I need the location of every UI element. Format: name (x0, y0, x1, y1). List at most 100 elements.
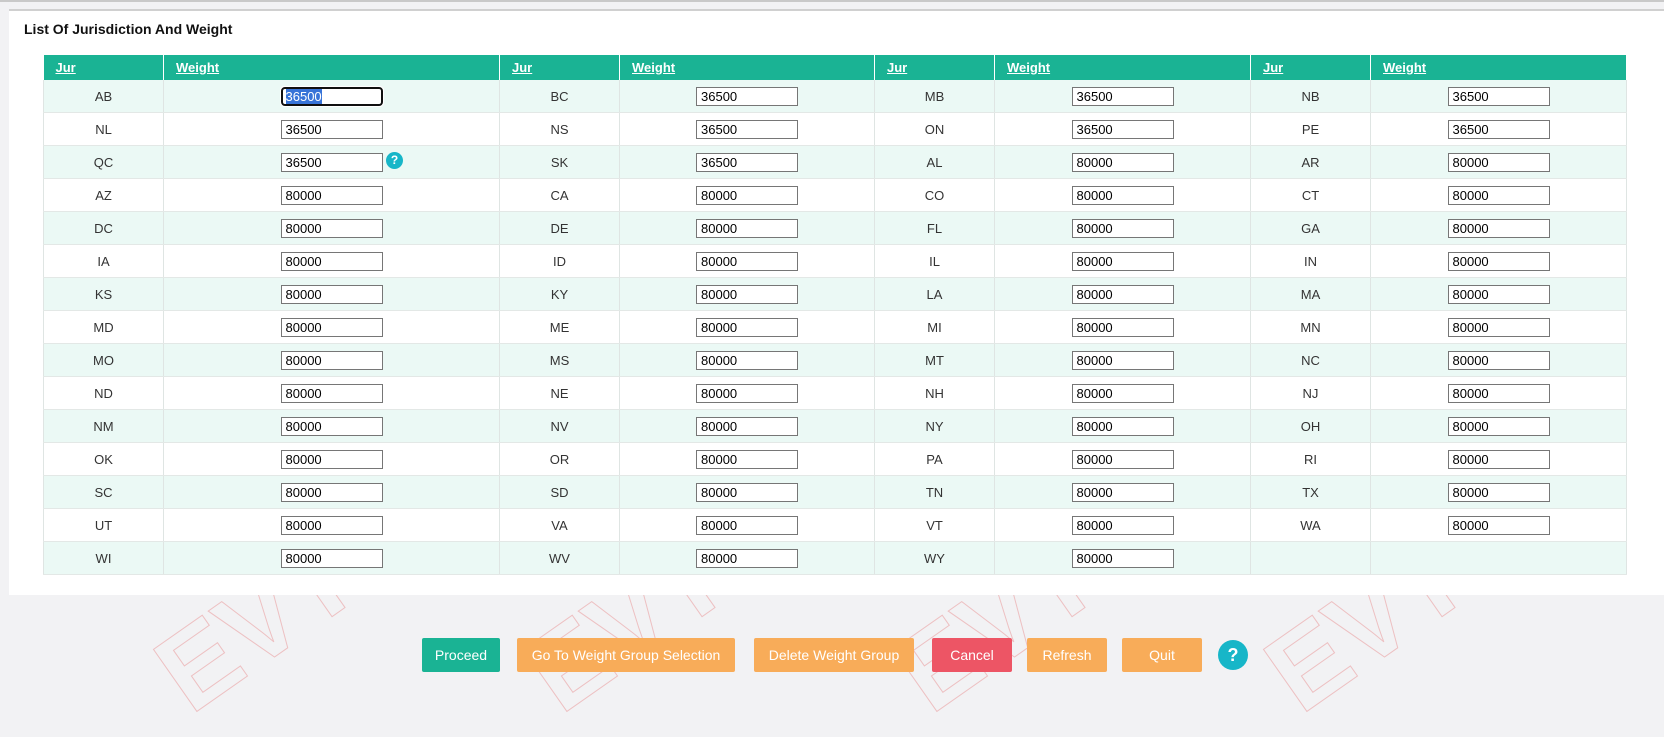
table-row: ND NE NH NJ (43, 376, 1627, 410)
weight-input[interactable] (280, 350, 383, 370)
column-header-weight[interactable]: Weight (619, 55, 875, 80)
weight-input[interactable] (1071, 152, 1174, 172)
weight-input[interactable] (1071, 449, 1174, 469)
weight-input[interactable] (1447, 284, 1550, 304)
weight-input[interactable] (280, 416, 383, 436)
weight-input[interactable] (696, 119, 798, 139)
weight-input[interactable] (1447, 251, 1550, 271)
weight-input[interactable] (280, 317, 383, 337)
weight-input[interactable] (696, 185, 798, 205)
weight-input[interactable] (696, 449, 798, 469)
column-header-jur[interactable]: Jur (1250, 55, 1371, 80)
cancel-button[interactable]: Cancel (932, 638, 1012, 672)
weight-input[interactable] (280, 185, 383, 205)
weight-input[interactable] (1071, 317, 1174, 337)
weight-cell (163, 442, 500, 476)
weight-input[interactable] (1071, 416, 1174, 436)
weight-input[interactable] (1447, 185, 1550, 205)
weight-input[interactable] (280, 383, 383, 403)
jurisdiction-cell: GA (1250, 211, 1371, 245)
weight-input[interactable] (1447, 317, 1550, 337)
jurisdiction-cell: ON (874, 112, 995, 146)
help-icon[interactable]: ? (1218, 640, 1248, 670)
jurisdiction-cell: SD (499, 475, 620, 509)
weight-input[interactable] (280, 449, 383, 469)
table-row: AB BC MB NB (43, 80, 1627, 113)
table-row: WI WV WY (43, 541, 1627, 575)
proceed-button[interactable]: Proceed (422, 638, 500, 672)
weight-cell (1370, 343, 1627, 377)
weight-input[interactable] (1447, 449, 1550, 469)
weight-input[interactable] (696, 416, 798, 436)
jurisdiction-cell: NJ (1250, 376, 1371, 410)
weight-cell (1370, 112, 1627, 146)
weight-input[interactable] (696, 383, 798, 403)
weight-input[interactable] (280, 218, 383, 238)
weight-input[interactable] (1071, 119, 1174, 139)
weight-input[interactable] (696, 548, 798, 568)
go-to-weight-group-selection-button[interactable]: Go To Weight Group Selection (517, 638, 735, 672)
column-header-weight[interactable]: Weight (994, 55, 1251, 80)
weight-input[interactable] (696, 152, 798, 172)
weight-input[interactable] (696, 515, 798, 535)
delete-weight-group-button[interactable]: Delete Weight Group (754, 638, 914, 672)
weight-input[interactable] (1071, 350, 1174, 370)
weight-input[interactable] (1447, 350, 1550, 370)
weight-input[interactable] (696, 350, 798, 370)
weight-cell (163, 211, 500, 245)
weight-input[interactable] (280, 152, 383, 172)
weight-input[interactable] (1447, 152, 1550, 172)
jurisdiction-cell: WA (1250, 508, 1371, 542)
weight-input[interactable] (1071, 86, 1174, 106)
weight-input[interactable] (280, 482, 383, 502)
quit-button[interactable]: Quit (1122, 638, 1202, 672)
jurisdiction-cell: MO (43, 343, 164, 377)
weight-input[interactable] (696, 317, 798, 337)
weight-input[interactable] (696, 251, 798, 271)
weight-input[interactable] (280, 548, 383, 568)
question-icon[interactable]: ? (386, 152, 403, 169)
jurisdiction-cell: UT (43, 508, 164, 542)
weight-input[interactable] (1447, 482, 1550, 502)
weight-input[interactable] (1071, 284, 1174, 304)
weight-input[interactable] (1071, 251, 1174, 271)
weight-input[interactable] (1447, 416, 1550, 436)
weight-input[interactable] (280, 284, 383, 304)
weight-input[interactable] (696, 218, 798, 238)
weight-cell (994, 508, 1251, 542)
weight-input[interactable] (696, 482, 798, 502)
weight-input[interactable] (1447, 119, 1550, 139)
table-row: UT VA VT WA (43, 508, 1627, 542)
column-header-weight[interactable]: Weight (163, 55, 500, 80)
weight-input[interactable] (1447, 383, 1550, 403)
weight-input[interactable] (1447, 86, 1550, 106)
column-header-jur[interactable]: Jur (874, 55, 995, 80)
weight-cell (1370, 310, 1627, 344)
weight-input[interactable] (280, 251, 383, 271)
weight-cell (994, 475, 1251, 509)
weight-input[interactable] (279, 85, 384, 107)
jurisdiction-cell: BC (499, 80, 620, 113)
jurisdiction-cell: DC (43, 211, 164, 245)
column-header-weight[interactable]: Weight (1370, 55, 1627, 80)
jurisdiction-cell: SC (43, 475, 164, 509)
weight-input[interactable] (1071, 383, 1174, 403)
weight-input[interactable] (1447, 218, 1550, 238)
weight-input[interactable] (696, 284, 798, 304)
weight-input[interactable] (280, 515, 383, 535)
jurisdiction-cell: IA (43, 244, 164, 278)
refresh-button[interactable]: Refresh (1027, 638, 1107, 672)
weight-input[interactable] (1071, 218, 1174, 238)
weight-input[interactable] (1071, 548, 1174, 568)
weight-input[interactable] (696, 86, 798, 106)
weight-input[interactable] (280, 119, 383, 139)
weight-input[interactable] (1447, 515, 1550, 535)
top-divider (0, 0, 1664, 2)
weight-input[interactable] (1071, 515, 1174, 535)
weight-input[interactable] (1071, 482, 1174, 502)
weight-input[interactable] (1071, 185, 1174, 205)
table-row: KS KY LA MA (43, 277, 1627, 311)
column-header-jur[interactable]: Jur (43, 55, 164, 80)
jurisdiction-cell: NB (1250, 80, 1371, 113)
column-header-jur[interactable]: Jur (499, 55, 620, 80)
